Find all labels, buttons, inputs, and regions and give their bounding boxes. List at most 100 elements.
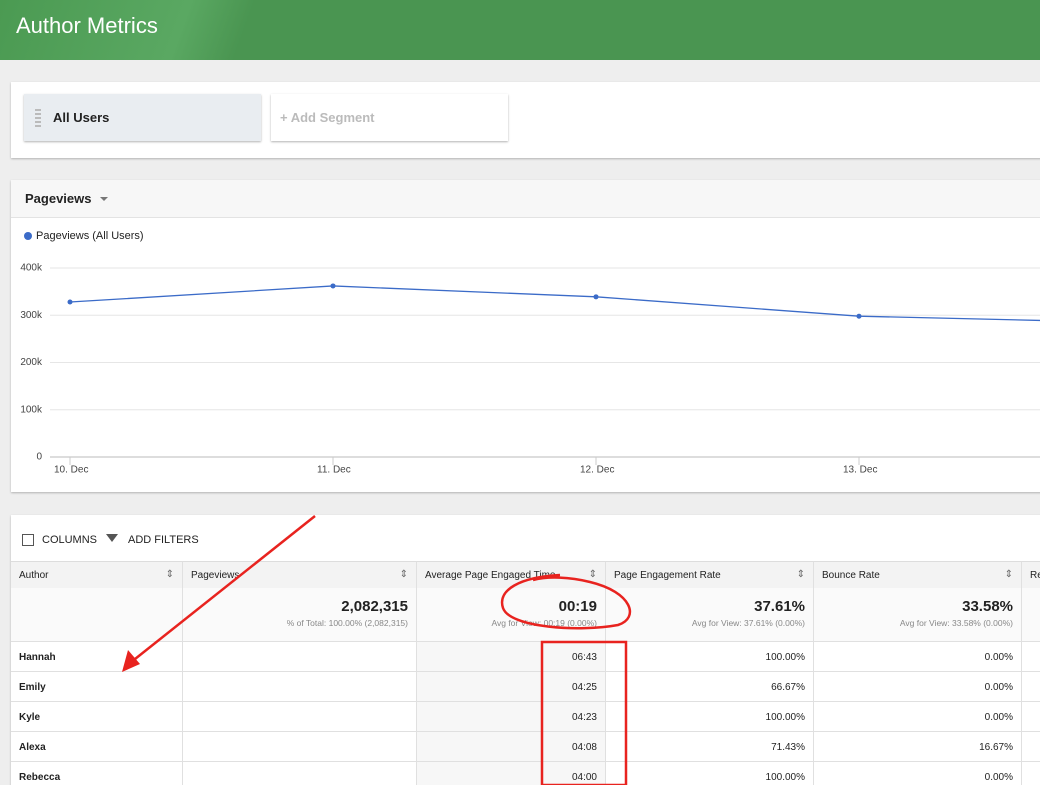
author-cell: Emily [11, 672, 183, 702]
bounce-rate-cell: 0.00% [814, 702, 1022, 732]
bounce-rate-cell: 0.00% [814, 642, 1022, 672]
engagement-rate-cell: 100.00% [606, 762, 814, 785]
columns-button[interactable]: COLUMNS [42, 534, 98, 546]
total-value: 00:19 [558, 598, 597, 615]
author-cell: Hannah [11, 642, 183, 672]
y-tick-label: 300k [20, 310, 43, 321]
engaged-time-cell-text: 04:25 [571, 682, 597, 693]
data-point [330, 283, 336, 289]
engagement-rate-cell-text: 100.00% [765, 712, 805, 723]
sort-icon: ⇕ [796, 569, 805, 580]
bounce-rate-cell: 0.00% [814, 762, 1022, 785]
totals-cell: 2,082,315 % of Total: 100.00% (2,082,315) [183, 588, 417, 642]
bounce-rate-cell: 0.00% [814, 672, 1022, 702]
pageviews-cell [183, 762, 417, 785]
engaged-time-cell-text: 04:23 [571, 712, 597, 723]
bounce-rate-cell-text: 0.00% [984, 652, 1013, 663]
x-tick-label: 10. Dec [54, 465, 88, 476]
engaged-time-cell: 04:25 [417, 672, 606, 702]
engaged-time-cell-text: 04:00 [571, 772, 597, 783]
engagement-rate-cell: 100.00% [606, 642, 814, 672]
total-note: % of Total: 100.00% (2,082,315) [286, 618, 408, 628]
pageviews-cell [183, 732, 417, 762]
arrow-head [122, 650, 140, 672]
total-value: 33.58% [962, 598, 1013, 615]
columns-icon [22, 534, 34, 546]
sort-icon: ⇕ [165, 569, 174, 580]
totals-cell: 33.58% Avg for View: 33.58% (0.00%) [814, 588, 1022, 642]
column-header[interactable]: Page Engagement Rate ⇕ [606, 561, 814, 589]
column-header[interactable]: Pageviews ⇕ [183, 561, 417, 589]
sort-icon: ⇕ [1004, 569, 1013, 580]
engaged-time-cell: 06:43 [417, 642, 606, 672]
total-value: 37.61% [754, 598, 805, 615]
drag-handle [35, 109, 41, 127]
data-point [67, 299, 73, 305]
engaged-time-cell-text: 04:08 [571, 742, 597, 753]
y-tick-label: 100k [20, 404, 43, 415]
sort-icon: ⇕ [588, 569, 597, 580]
y-tick-label: 200k [20, 357, 43, 368]
metric-selector[interactable]: Pageviews [25, 191, 92, 206]
author-cell: Kyle [11, 702, 183, 732]
pageviews-cell [183, 702, 417, 732]
engagement-rate-cell-text: 66.67% [771, 682, 805, 693]
engagement-rate-cell-text: 100.00% [765, 772, 805, 783]
annotation-circle [500, 573, 631, 630]
empty-cell [1022, 672, 1040, 702]
column-header-text: Page Engagement Rate [614, 570, 721, 581]
dropdown-arrow [100, 197, 108, 201]
data-point [856, 313, 862, 319]
bounce-rate-cell-text: 16.67% [979, 742, 1013, 753]
author-cell: Rebecca [11, 762, 183, 785]
annotation-box [540, 640, 628, 785]
author-cell-text: Kyle [19, 712, 41, 723]
column-header[interactable]: Bounce Rate ⇕ [814, 561, 1022, 589]
totals-cell: 00:19 Avg for View: 00:19 (0.00%) [417, 588, 606, 642]
y-tick-label: 0 [36, 452, 42, 463]
header: Author Metrics [0, 0, 1040, 60]
column-header-text: Bounce Rate [822, 570, 880, 581]
bounce-rate-cell: 16.67% [814, 732, 1022, 762]
filter-icon [106, 534, 118, 542]
engagement-rate-cell-text: 100.00% [765, 652, 805, 663]
bounce-rate-cell-text: 0.00% [984, 712, 1013, 723]
author-cell-text: Emily [19, 682, 46, 693]
author-cell-text: Hannah [19, 652, 56, 663]
page-title: Author Metrics [16, 13, 158, 38]
engagement-rate-cell: 100.00% [606, 702, 814, 732]
engagement-rate-cell: 66.67% [606, 672, 814, 702]
chart: 0 100k 200k 300k 400k 10. Dec 11. Dec 12. Dec 13… [20, 230, 1040, 476]
engaged-time-cell: 04:00 [417, 762, 606, 785]
column-header[interactable]: Author ⇕ [11, 561, 183, 589]
totals-cell [1022, 588, 1040, 642]
bounce-rate-cell-text: 0.00% [984, 772, 1013, 783]
total-note: Avg for View: 33.58% (0.00%) [899, 618, 1013, 628]
data-point [593, 294, 599, 300]
pageviews-cell [183, 642, 417, 672]
chart-toolbar [11, 180, 1040, 218]
y-tick-label: 400k [20, 263, 43, 274]
empty-cell [1022, 642, 1040, 672]
totals-label [11, 588, 183, 642]
column-header-text: Pageviews [191, 570, 240, 581]
x-tick-label: 12. Dec [580, 465, 614, 476]
x-tick-label: 11. Dec [317, 465, 351, 476]
engagement-rate-cell: 71.43% [606, 732, 814, 762]
column-header-text: Author [19, 570, 49, 581]
bounce-rate-cell-text: 0.00% [984, 682, 1013, 693]
empty-cell [1022, 702, 1040, 732]
plot [67, 283, 1040, 322]
legend-label: Pageviews (All Users) [36, 230, 144, 242]
author-cell-text: Rebecca [19, 772, 61, 783]
column-header-text: Average Page Engaged Time [425, 570, 556, 581]
total-note: Avg for View: 37.61% (0.00%) [691, 618, 805, 628]
chart-card [11, 180, 1040, 492]
add-segment[interactable]: + Add Segment [271, 94, 508, 141]
add-filters-button[interactable]: ADD FILTERS [128, 534, 199, 546]
segment-all-users[interactable]: All Users [24, 94, 261, 141]
total-value: 2,082,315 [341, 598, 408, 615]
totals-cell: 37.61% Avg for View: 37.61% (0.00%) [606, 588, 814, 642]
sort-icon: ⇕ [399, 569, 408, 580]
